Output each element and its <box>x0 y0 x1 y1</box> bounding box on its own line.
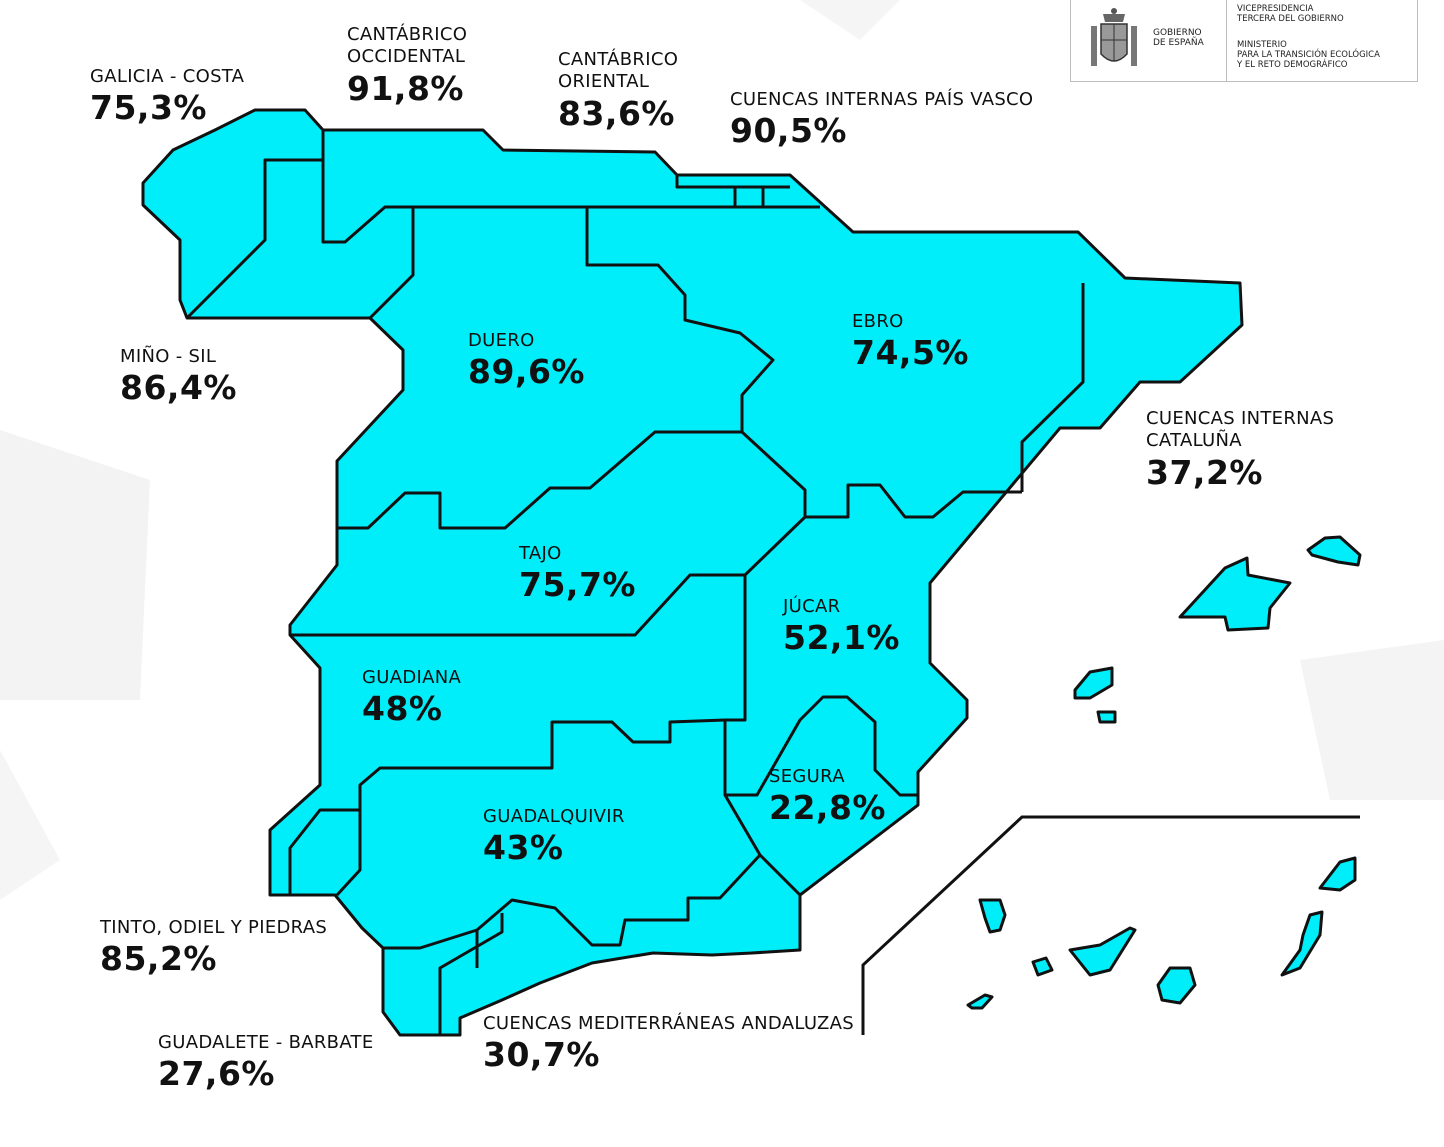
basin-percent: 30,7% <box>483 1034 600 1074</box>
basin-percent: 75,7% <box>519 564 636 604</box>
basin-name: JÚCAR <box>783 596 841 617</box>
basin-percent: 37,2% <box>1146 453 1263 492</box>
basin-percent: 22,8% <box>769 787 886 827</box>
basin-name: CANTÁBRICO ORIENTAL <box>558 49 679 92</box>
vicepresidencia-text: VICEPRESIDENCIA TERCERA DEL GOBIERNO <box>1237 4 1344 24</box>
island-el-hierro <box>966 993 994 1010</box>
island-lanzarote <box>1318 856 1357 892</box>
basin-name: DUERO <box>468 330 535 351</box>
label-guadalete-barbate: GUADALETE - BARBATE 27,6% <box>158 1032 374 1093</box>
island-ibiza <box>1073 666 1114 700</box>
label-pais-vasco: CUENCAS INTERNAS PAÍS VASCO 90,5% <box>730 89 1034 150</box>
basin-percent: 27,6% <box>158 1053 275 1093</box>
label-cantabrico-occidental: CANTÁBRICO OCCIDENTAL 91,8% <box>347 24 467 107</box>
label-jucar: JÚCAR 52,1% <box>783 596 900 657</box>
basin-percent: 75,3% <box>90 87 207 127</box>
basin-percent: 74,5% <box>852 332 969 372</box>
island-tenerife <box>1068 926 1137 977</box>
basin-name: CUENCAS INTERNAS PAÍS VASCO <box>730 89 1034 110</box>
island-la-palma <box>978 898 1007 934</box>
basin-borders <box>185 130 1085 1035</box>
basin-percent: 48% <box>362 688 443 728</box>
coat-of-arms-icon <box>1091 8 1137 66</box>
basin-name: CANTÁBRICO OCCIDENTAL <box>347 24 468 67</box>
island-fuerteventura <box>1280 910 1324 977</box>
label-guadalquivir: GUADALQUIVIR 43% <box>483 806 625 867</box>
island-mallorca <box>1178 556 1292 632</box>
island-la-gomera <box>1031 956 1054 977</box>
label-duero: DUERO 89,6% <box>468 330 585 391</box>
logo-divider <box>1226 0 1227 82</box>
label-guadiana: GUADIANA 48% <box>362 667 462 728</box>
label-tajo: TAJO 75,7% <box>519 543 636 604</box>
basin-name: EBRO <box>852 311 904 332</box>
basin-percent: 43% <box>483 827 564 867</box>
basin-name: SEGURA <box>769 766 845 787</box>
island-menorca <box>1306 535 1362 567</box>
basin-name: GALICIA - COSTA <box>90 66 245 87</box>
basin-percent: 86,4% <box>120 367 237 407</box>
island-formentera <box>1096 710 1117 724</box>
label-mediterraneas-andaluzas: CUENCAS MEDITERRÁNEAS ANDALUZAS 30,7% <box>483 1013 854 1074</box>
basin-percent: 89,6% <box>468 351 585 391</box>
basin-name: GUADALQUIVIR <box>483 806 625 827</box>
label-mino-sil: MIÑO - SIL 86,4% <box>120 346 237 407</box>
gobierno-text: GOBIERNO DE ESPAÑA <box>1153 28 1204 48</box>
basin-name: MIÑO - SIL <box>120 346 217 367</box>
basin-name: CUENCAS MEDITERRÁNEAS ANDALUZAS <box>483 1013 854 1034</box>
ministerio-text: MINISTERIO PARA LA TRANSICIÓN ECOLÓGICA … <box>1237 40 1380 70</box>
basin-percent: 85,2% <box>100 938 217 978</box>
basin-name: GUADIANA <box>362 667 462 688</box>
basin-name: TAJO <box>519 543 562 564</box>
basin-name: TINTO, ODIEL Y PIEDRAS <box>100 917 328 938</box>
basin-name: CUENCAS INTERNAS CATALUÑA <box>1146 408 1335 451</box>
basin-percent: 52,1% <box>783 617 900 657</box>
basin-percent: 90,5% <box>730 110 847 150</box>
government-logo-header: GOBIERNO DE ESPAÑA VICEPRESIDENCIA TERCE… <box>1070 0 1418 82</box>
canarias-frame <box>861 815 1360 1035</box>
basin-percent: 91,8% <box>347 69 464 108</box>
label-ebro: EBRO 74,5% <box>852 311 969 372</box>
label-segura: SEGURA 22,8% <box>769 766 886 827</box>
basin-percent: 83,6% <box>558 94 675 133</box>
basin-name: GUADALETE - BARBATE <box>158 1032 374 1053</box>
label-cantabrico-oriental: CANTÁBRICO ORIENTAL 83,6% <box>558 49 678 132</box>
label-tinto-odiel-piedras: TINTO, ODIEL Y PIEDRAS 85,2% <box>100 917 328 978</box>
label-galicia-costa: GALICIA - COSTA 75,3% <box>90 66 245 127</box>
island-gran-canaria <box>1156 966 1197 1005</box>
label-cataluna: CUENCAS INTERNAS CATALUÑA 37,2% <box>1146 408 1334 491</box>
